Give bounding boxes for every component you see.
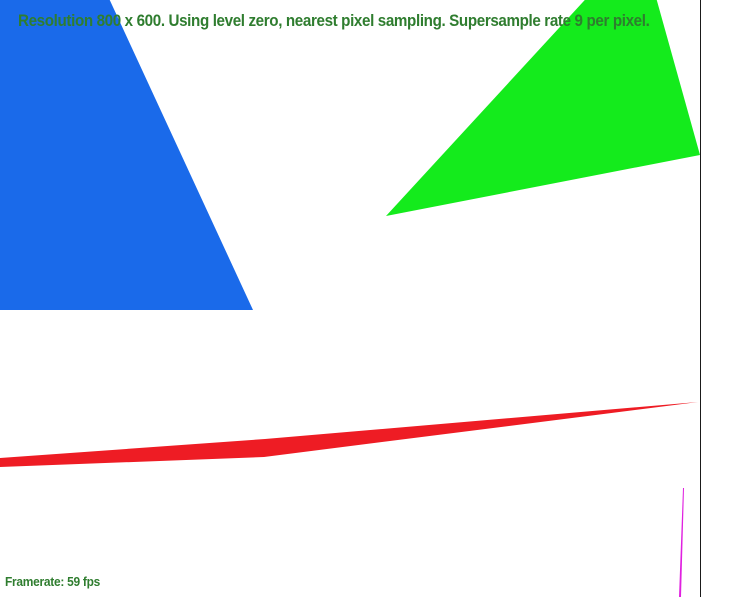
red-sliver — [0, 402, 698, 467]
blue-triangle — [0, 0, 253, 310]
magenta-sliver — [679, 488, 684, 597]
scene-svg — [0, 0, 700, 597]
framerate-text: Framerate: 59 fps — [5, 574, 101, 589]
render-canvas[interactable] — [0, 0, 700, 597]
status-text: Resolution 800 x 600. Using level zero, … — [18, 12, 650, 30]
window-edge-divider — [700, 0, 701, 597]
green-triangle — [386, 0, 700, 216]
